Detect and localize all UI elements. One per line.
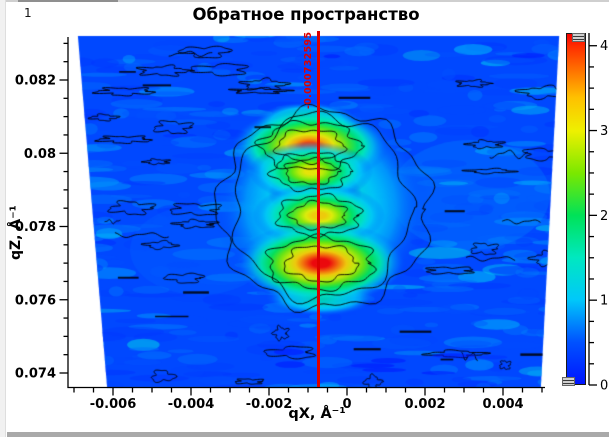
bottom-scrollbar[interactable] bbox=[7, 432, 609, 437]
colorbar-gradient[interactable] bbox=[566, 33, 586, 385]
marker-line[interactable] bbox=[317, 31, 320, 387]
colorbar-top-handle[interactable] bbox=[572, 33, 585, 42]
marker-value-label: -0.000732595 bbox=[302, 31, 314, 109]
colorbar-bottom-handle[interactable] bbox=[562, 377, 575, 386]
y-axis-label: qZ, Å⁻¹ bbox=[8, 205, 24, 261]
x-axis-label: qX, Å⁻¹ bbox=[288, 406, 346, 422]
